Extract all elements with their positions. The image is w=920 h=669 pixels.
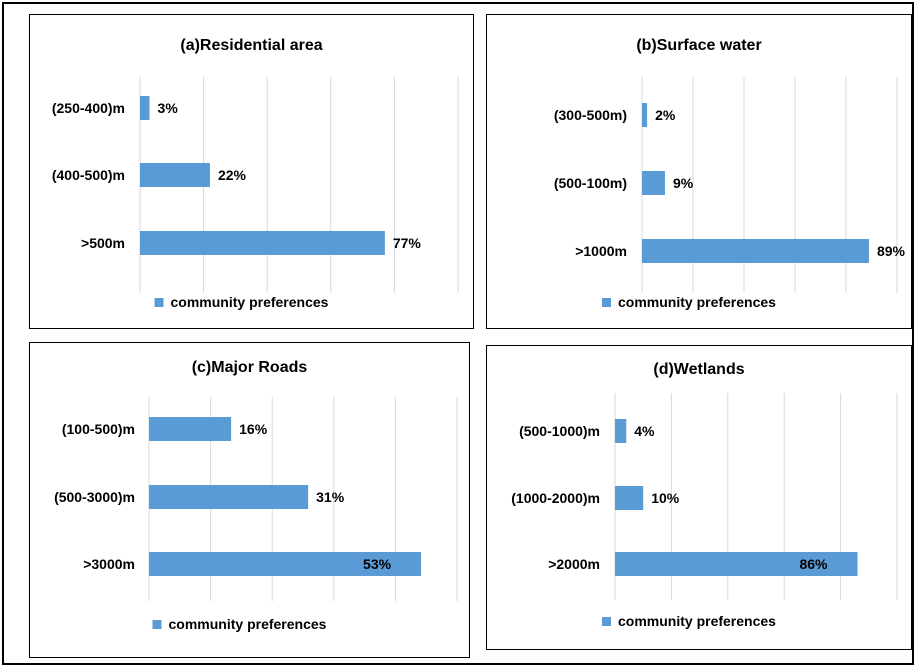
bar — [642, 239, 869, 263]
data-label: 16% — [239, 421, 268, 437]
bar — [642, 103, 648, 127]
legend-label: community preferences — [169, 616, 327, 632]
bar — [140, 163, 210, 187]
bar — [642, 171, 665, 195]
legend-label: community preferences — [618, 613, 776, 629]
legend-swatch — [152, 620, 162, 629]
bar — [615, 486, 644, 510]
chart-title: (d)Wetlands — [653, 361, 744, 378]
chart-title: (c)Major Roads — [192, 359, 308, 376]
category-label: (1000-2000)m — [511, 490, 600, 506]
data-label: 89% — [877, 243, 906, 259]
chart-title: (a)Residential area — [180, 37, 322, 54]
data-label: 77% — [393, 235, 422, 251]
category-label: (500-100m) — [554, 175, 627, 191]
data-label: 53% — [363, 556, 392, 572]
chart-svg-residential-area: (a)Residential area (250-400)m 3% (400-500)… — [52, 37, 459, 310]
legend-swatch — [154, 298, 164, 307]
category-label: (400-500)m — [52, 167, 125, 183]
data-label: 3% — [158, 100, 179, 116]
legend-label: community preferences — [618, 294, 776, 310]
chart-panel-surface-water: (b)Surface water (300-500m) 2% (500-100m) 9%… — [486, 14, 912, 329]
data-label: 86% — [799, 556, 828, 572]
category-label: (100-500)m — [62, 421, 135, 437]
legend-label: community preferences — [171, 294, 329, 310]
category-label: >3000m — [83, 556, 135, 572]
chart-panel-residential-area: (a)Residential area (250-400)m 3% (400-500)… — [29, 14, 474, 329]
data-label: 4% — [634, 423, 655, 439]
legend-swatch — [602, 617, 611, 626]
bar — [149, 417, 232, 441]
bar — [149, 552, 422, 576]
category-label: (500-3000)m — [54, 489, 135, 505]
bar — [149, 485, 309, 509]
bar — [615, 419, 627, 443]
category-label: (300-500m) — [554, 107, 627, 123]
data-label: 9% — [673, 175, 694, 191]
data-label: 31% — [316, 489, 345, 505]
chart-svg-wetlands: (d)Wetlands (500-1000)m 4% (1000-2000)m 10% >… — [511, 361, 898, 629]
category-label: >500m — [81, 235, 125, 251]
bar — [140, 231, 385, 255]
category-label: >2000m — [548, 556, 600, 572]
data-label: 22% — [218, 167, 247, 183]
category-label: >1000m — [575, 243, 627, 259]
chart-svg-major-roads: (c)Major Roads (100-500)m 16% (500-3000)m 31… — [54, 359, 458, 632]
legend-swatch — [602, 298, 611, 307]
chart-panel-major-roads: (c)Major Roads (100-500)m 16% (500-3000)m 31… — [29, 342, 470, 658]
category-label: (250-400)m — [52, 100, 125, 116]
category-label: (500-1000)m — [519, 423, 600, 439]
bar — [140, 96, 150, 120]
data-label: 10% — [651, 490, 680, 506]
chart-panel-wetlands: (d)Wetlands (500-1000)m 4% (1000-2000)m 10% >… — [486, 345, 912, 650]
bar — [615, 552, 858, 576]
chart-svg-surface-water: (b)Surface water (300-500m) 2% (500-100m) 9%… — [554, 37, 906, 310]
data-label: 2% — [655, 107, 676, 123]
chart-title: (b)Surface water — [636, 37, 761, 54]
